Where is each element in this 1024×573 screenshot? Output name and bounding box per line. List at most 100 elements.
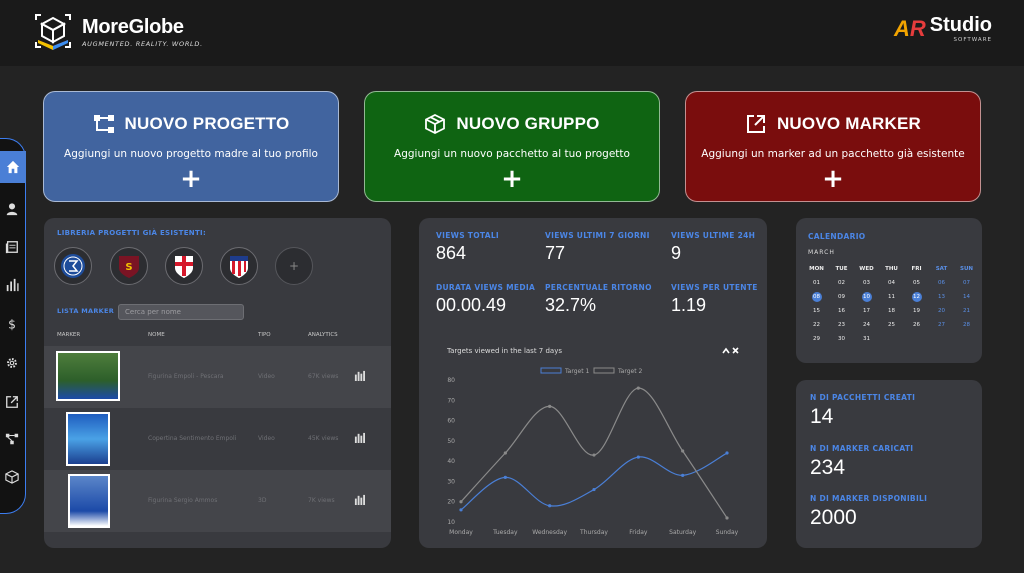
analytics-icon[interactable] <box>354 370 365 381</box>
y-tick-label: 80 <box>447 377 455 384</box>
marker-views: 7K views <box>308 497 335 504</box>
marker-name: Figurina Sergio Ammos <box>148 497 218 504</box>
analytics-icon[interactable] <box>354 494 365 505</box>
close-icon[interactable] <box>732 347 739 354</box>
x-tick-label: Sunday <box>716 529 739 536</box>
calendar-day[interactable]: 27 <box>938 322 945 328</box>
new-project-desc: Aggiungi un nuovo progetto madre al tuo … <box>64 148 318 160</box>
stat-value: 9 <box>671 243 682 263</box>
calendar-day[interactable]: 31 <box>863 336 870 342</box>
collapse-icon[interactable] <box>722 347 730 354</box>
calendar-day[interactable]: 11 <box>888 294 895 300</box>
calendar-day-header: SAT <box>935 266 948 272</box>
calendar-day[interactable]: 17 <box>863 308 870 314</box>
calendar-panel: CALENDARIO MARCH MON TUE WED THU FRI SAT SUN 01… <box>796 218 982 363</box>
count-label: N DI MARKER DISPONIBILI <box>810 494 928 503</box>
calendar-day[interactable]: 12 <box>911 292 922 302</box>
add-group-button[interactable]: + <box>501 164 523 194</box>
team-logo-empoli[interactable] <box>54 247 92 285</box>
calendar-day[interactable]: 09 <box>838 294 845 300</box>
sidebar-item-user[interactable] <box>0 197 24 221</box>
add-project-circle-button[interactable]: + <box>275 247 313 285</box>
col-nome: NOME <box>148 332 165 338</box>
legend-swatch <box>593 367 615 374</box>
calendar-day[interactable]: 15 <box>813 308 820 314</box>
marker-thumbnail <box>66 412 110 466</box>
ar-badge: AR <box>894 16 926 42</box>
data-point <box>548 504 552 508</box>
calendar-day[interactable]: 30 <box>838 336 845 342</box>
calendar-day[interactable]: 21 <box>963 308 970 314</box>
calendar-day[interactable]: 05 <box>913 280 920 286</box>
calendar-day-header: SUN <box>959 266 974 272</box>
calendar-day <box>954 332 979 346</box>
y-tick-label: 30 <box>447 478 455 485</box>
calendar-day[interactable]: 24 <box>863 322 870 328</box>
series-line <box>460 452 728 511</box>
ar-badge-a: A <box>894 15 910 41</box>
count-label: N DI MARKER CARICATI <box>810 444 914 453</box>
legend-swatch <box>540 367 562 374</box>
data-point <box>681 473 685 477</box>
team-logo-padova[interactable] <box>165 247 203 285</box>
table-row[interactable]: Copertina Sentimento Empoli Video 45K vi… <box>44 408 391 470</box>
marker-search-input[interactable]: Cerca per nome <box>118 304 244 320</box>
new-marker-card[interactable]: NUOVO MARKER Aggiungi un marker ad un pa… <box>685 91 981 202</box>
team-logo-atletico[interactable] <box>220 247 258 285</box>
calendar-day[interactable]: 08 <box>811 292 822 302</box>
stat-value: 864 <box>436 243 467 263</box>
calendar-day[interactable]: 13 <box>938 294 945 300</box>
gear-icon <box>7 358 17 368</box>
calendar-day[interactable]: 25 <box>888 322 895 328</box>
calendar-day[interactable]: 22 <box>813 322 820 328</box>
team-logo-salernitana[interactable]: S <box>110 247 148 285</box>
x-tick-label: Wednesday <box>532 529 567 536</box>
calendar-day-header: MON <box>809 266 824 272</box>
sidebar-item-library[interactable] <box>0 235 24 259</box>
calendar-day[interactable]: 06 <box>938 280 945 286</box>
calendar-day-header: WED <box>859 266 874 272</box>
add-project-button[interactable]: + <box>180 164 202 194</box>
sidebar-item-packages[interactable] <box>0 465 24 489</box>
calendar-day[interactable]: 23 <box>838 322 845 328</box>
user-icon <box>6 203 18 216</box>
calendar-day[interactable]: 04 <box>888 280 895 286</box>
calendar-day[interactable]: 18 <box>888 308 895 314</box>
marker-name: Copertina Sentimento Empoli <box>148 435 237 442</box>
sidebar-item-external[interactable] <box>0 390 24 414</box>
calendar-day[interactable]: 07 <box>963 280 970 286</box>
calendar-day[interactable]: 29 <box>813 336 820 342</box>
new-group-card[interactable]: NUOVO GRUPPO Aggiungi un nuovo pacchetto… <box>364 91 660 202</box>
project-tree-icon <box>93 115 114 133</box>
sidebar-item-pricing[interactable]: $ <box>0 312 24 336</box>
data-point <box>636 386 640 390</box>
marker-thumbnail <box>68 474 110 528</box>
add-marker-button[interactable]: + <box>822 164 844 194</box>
calendar-day[interactable]: 03 <box>863 280 870 286</box>
sidebar-item-projects[interactable] <box>0 427 24 451</box>
calendar-day[interactable]: 28 <box>963 322 970 328</box>
analytics-icon[interactable] <box>354 432 365 443</box>
sidebar-item-analytics[interactable] <box>0 273 24 297</box>
calendar-day[interactable]: 14 <box>963 294 970 300</box>
calendar-day[interactable]: 20 <box>938 308 945 314</box>
marker-thumbnail <box>56 351 120 401</box>
bar-chart-icon <box>6 278 19 292</box>
calendar-day[interactable]: 26 <box>913 322 920 328</box>
calendar-day[interactable]: 16 <box>838 308 845 314</box>
sidebar-item-settings[interactable] <box>0 351 24 375</box>
project-tree-icon <box>5 433 19 445</box>
calendar-day[interactable]: 19 <box>913 308 920 314</box>
brand-logo[interactable]: MoreGlobe AUGMENTED. REALITY. WORLD. <box>32 12 203 52</box>
calendar-day[interactable]: 10 <box>861 292 872 302</box>
new-project-card[interactable]: NUOVO PROGETTO Aggiungi un nuovo progett… <box>43 91 339 202</box>
stat-value: 32.7% <box>545 295 597 315</box>
external-link-icon <box>6 396 18 408</box>
calendar-day[interactable]: 01 <box>813 280 820 286</box>
table-row[interactable]: Figurina Sergio Ammos 3D 7K views <box>44 470 391 532</box>
calendar-day[interactable]: 02 <box>838 280 845 286</box>
table-row[interactable]: Figurina Empoli - Pescara Video 67K view… <box>44 346 391 408</box>
ar-badge-r: R <box>909 15 926 41</box>
atletico-crest-icon <box>230 256 248 278</box>
sidebar-item-home[interactable] <box>0 151 26 183</box>
